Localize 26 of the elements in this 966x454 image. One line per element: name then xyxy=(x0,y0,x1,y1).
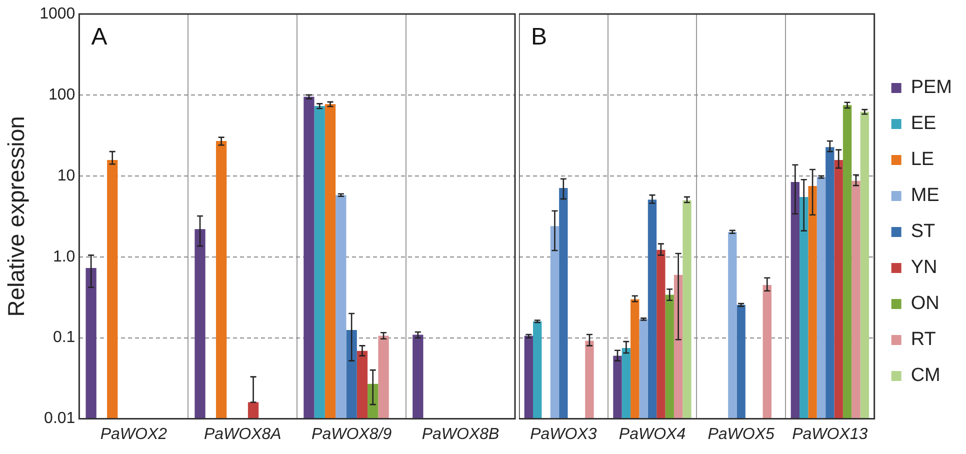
annotation: B xyxy=(531,24,548,51)
x-tick-label: PaWOX5 xyxy=(708,426,775,443)
legend-label: ME xyxy=(910,185,940,206)
legend-label: ON xyxy=(910,293,940,314)
legend-label: PEM xyxy=(910,77,952,98)
legend-label: CM xyxy=(910,365,940,386)
annotation: A xyxy=(91,24,108,51)
x-tick-label: PaWOX8B xyxy=(422,426,500,443)
legend-label: RT xyxy=(910,329,936,350)
y-tick-label: 0.1 xyxy=(52,329,76,346)
x-tick-label: PaWOX8A xyxy=(204,426,282,443)
y-tick-label: 1.0 xyxy=(52,248,76,266)
x-tick-label: PaWOX13 xyxy=(792,426,868,443)
legend-label: LE xyxy=(910,149,934,170)
y-axis-title: Relative expression xyxy=(3,116,30,317)
legend-label: ST xyxy=(910,221,936,242)
y-tick-label: 0.01 xyxy=(44,410,76,428)
x-tick-label: PaWOX8/9 xyxy=(312,426,392,443)
y-tick-label: 1000 xyxy=(40,5,76,22)
x-tick-label: PaWOX3 xyxy=(530,426,597,443)
legend-label: EE xyxy=(910,113,936,134)
x-tick-label: PaWOX2 xyxy=(100,426,168,443)
x-tick-label: PaWOX4 xyxy=(618,426,686,443)
y-tick-label: 10 xyxy=(57,167,76,184)
legend-label: YN xyxy=(910,257,938,278)
y-tick-label: 100 xyxy=(48,86,76,104)
